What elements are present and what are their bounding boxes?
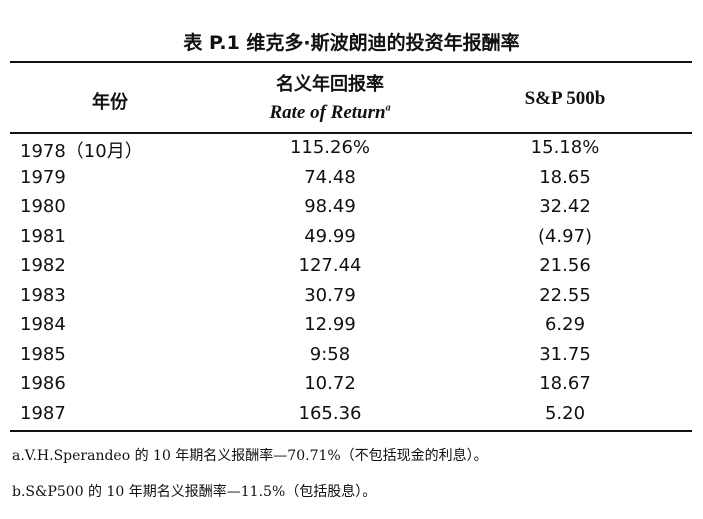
header-rate-note: a <box>385 102 391 114</box>
return-cell: 74.48 <box>304 166 356 188</box>
year-cell: 1979 <box>20 166 66 188</box>
return-cell: 49.99 <box>304 225 356 247</box>
header-rule <box>10 132 692 134</box>
sp500-cell: 18.67 <box>539 373 591 394</box>
return-cell: 9:58 <box>309 343 351 365</box>
year-cell: 1982 <box>20 255 66 276</box>
sp500-cell: 5.20 <box>544 402 586 424</box>
bottom-rule <box>10 430 692 432</box>
year-cell: 1986 <box>20 373 66 394</box>
header-year: 年份 <box>92 92 128 113</box>
year-cell: 1981 <box>20 225 66 247</box>
top-rule <box>10 61 692 63</box>
year-cell: 1980 <box>20 196 66 217</box>
header-rate: Rate of Returna <box>230 102 430 124</box>
return-cell: 165.36 <box>298 402 362 424</box>
return-cell: 30.79 <box>304 284 356 306</box>
header-nominal: 名义年回报率 <box>276 74 384 95</box>
return-cell: 127.44 <box>298 255 362 276</box>
return-cell: 10.72 <box>304 373 356 394</box>
footnote: b.S&P500 的 10 年期名义报酬率—11.5%（包括股息）。 <box>12 484 377 500</box>
header-sp500: S&P 500b <box>524 88 606 109</box>
sp500-cell: 22.55 <box>539 284 591 306</box>
sp500-cell: 18.65 <box>539 166 591 188</box>
year-cell: 1983 <box>20 284 66 306</box>
return-cell: 115.26% <box>289 137 371 158</box>
sp500-cell: 21.56 <box>539 255 591 276</box>
footnote: a.V.H.Sperandeo 的 10 年期名义报酬率—70.71%（不包括现… <box>12 448 488 464</box>
return-cell: 98.49 <box>304 196 356 217</box>
table-title: 表 P.1 维克多·斯波朗迪的投资年报酬率 <box>183 32 520 54</box>
sp500-cell: (4.97) <box>537 225 593 247</box>
sp500-cell: 32.42 <box>539 196 591 217</box>
year-cell: 1984 <box>20 314 66 335</box>
sp500-cell: 15.18% <box>530 137 600 158</box>
sp500-cell: 31.75 <box>539 343 591 365</box>
sp500-cell: 6.29 <box>544 314 586 335</box>
year-cell: 1987 <box>20 402 66 424</box>
year-cell: 1985 <box>20 343 66 365</box>
year-cell: 1978（10月） <box>20 141 143 162</box>
return-cell: 12.99 <box>304 314 356 335</box>
header-rate-text: Rate of Return <box>269 102 386 123</box>
